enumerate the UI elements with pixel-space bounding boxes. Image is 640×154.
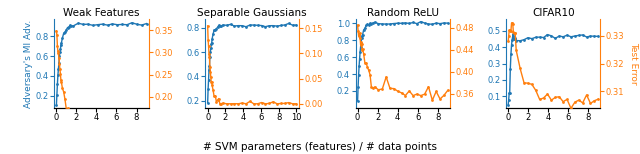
Title: Separable Gaussians: Separable Gaussians xyxy=(197,8,307,18)
Title: Weak Features: Weak Features xyxy=(63,8,140,18)
Y-axis label: Test Error: Test Error xyxy=(628,42,637,85)
Title: Random ReLU: Random ReLU xyxy=(367,8,438,18)
Y-axis label: Adversary's MI Adv.: Adversary's MI Adv. xyxy=(24,19,33,108)
Text: # SVM parameters (features) / # data points: # SVM parameters (features) / # data poi… xyxy=(203,142,437,152)
Title: CIFAR10: CIFAR10 xyxy=(532,8,575,18)
